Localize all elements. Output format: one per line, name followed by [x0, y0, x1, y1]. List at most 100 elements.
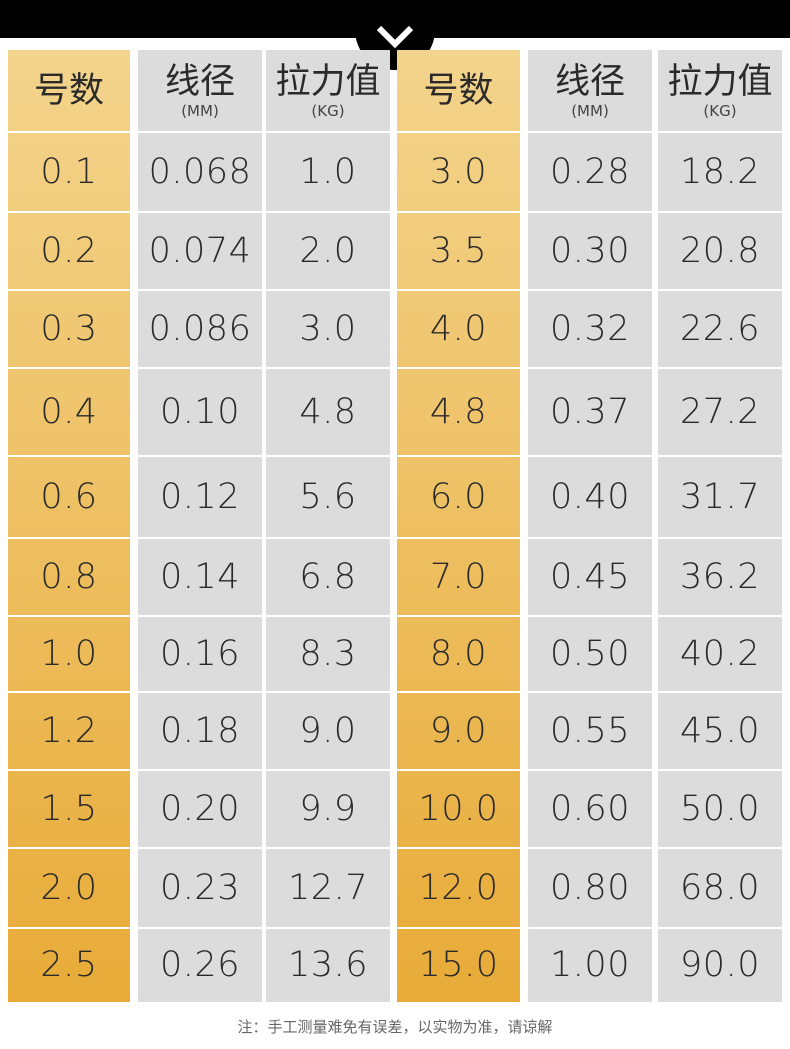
table-cell: 0.18 — [160, 711, 240, 751]
row-separator — [8, 769, 782, 771]
table-cell: 0.30 — [550, 231, 630, 271]
header-title: 线径 — [164, 62, 235, 102]
table-cell: 0.80 — [550, 868, 630, 908]
table-cell: 40.2 — [680, 634, 760, 674]
table-cell: 8.0 — [429, 634, 488, 674]
table-cell: 9.0 — [299, 711, 357, 751]
table-cell: 6.8 — [299, 557, 357, 597]
row-separator — [8, 367, 782, 369]
table-cell: 3.0 — [429, 152, 488, 192]
row-separator — [8, 455, 782, 457]
table-cell: 50.0 — [680, 789, 760, 829]
column-bg — [138, 50, 262, 1002]
table-cell: 12.7 — [288, 868, 368, 908]
header-title: 线径 — [554, 62, 625, 102]
header-unit: (KG) — [703, 102, 737, 120]
row-separator — [8, 131, 782, 133]
table-cell: 0.4 — [40, 392, 98, 432]
table-cell: 0.14 — [160, 557, 240, 597]
table-cell: 0.074 — [148, 231, 252, 271]
table-cell: 0.28 — [550, 152, 630, 192]
table-cell: 13.6 — [288, 945, 368, 985]
table-cell: 3.5 — [429, 231, 488, 271]
table-cell: 0.20 — [160, 789, 240, 829]
table-cell: 0.16 — [160, 634, 240, 674]
header-cell: 号数 — [397, 50, 520, 132]
table-cell: 0.3 — [40, 309, 98, 349]
table-cell: 22.6 — [680, 309, 760, 349]
table-cell: 10.0 — [418, 789, 499, 829]
table-cell: 3.0 — [299, 309, 357, 349]
table-cell: 8.3 — [299, 634, 357, 674]
row-separator — [8, 847, 782, 849]
table-cell: 0.26 — [160, 945, 240, 985]
table-cell: 1.5 — [40, 789, 98, 829]
header-title: 号数 — [33, 71, 104, 111]
table-cell: 0.068 — [148, 152, 252, 192]
table-cell: 18.2 — [680, 152, 760, 192]
header-title: 拉力值 — [667, 62, 773, 102]
table-cell: 0.8 — [40, 557, 98, 597]
header-title: 拉力值 — [275, 62, 381, 102]
header-cell: 线径 (MM) — [138, 50, 262, 132]
header-unit: (KG) — [311, 102, 345, 120]
row-separator — [8, 211, 782, 213]
column-bg — [8, 50, 130, 1002]
table-cell: 0.6 — [40, 477, 98, 517]
table-cell: 4.0 — [429, 309, 488, 349]
table-cell: 45.0 — [680, 711, 760, 751]
table-cell: 68.0 — [680, 868, 760, 908]
table-cell: 0.55 — [550, 711, 630, 751]
table-cell: 90.0 — [680, 945, 760, 985]
table-cell: 2.0 — [299, 231, 357, 271]
table-cell: 0.10 — [160, 392, 240, 432]
table-cell: 2.5 — [40, 945, 98, 985]
table-cell: 0.32 — [550, 309, 630, 349]
column-bg — [658, 50, 782, 1002]
table-cell: 1.0 — [299, 152, 357, 192]
column-bg — [397, 50, 520, 1002]
header-cell: 线径 (MM) — [528, 50, 652, 132]
table-cell: 12.0 — [418, 868, 499, 908]
table-cell: 5.6 — [299, 477, 357, 517]
table-cell: 0.40 — [550, 477, 630, 517]
table-cell: 7.0 — [429, 557, 488, 597]
column-bg — [266, 50, 390, 1002]
header-cell: 号数 — [8, 50, 130, 132]
table-cell: 0.2 — [40, 231, 98, 271]
row-separator — [8, 615, 782, 617]
row-separator — [8, 537, 782, 539]
column-bg — [528, 50, 652, 1002]
row-separator — [8, 927, 782, 929]
table-cell: 0.086 — [148, 309, 252, 349]
table-cell: 0.12 — [160, 477, 240, 517]
table-cell: 6.0 — [429, 477, 488, 517]
table-cell: 9.0 — [429, 711, 488, 751]
row-separator — [8, 691, 782, 693]
table-cell: 20.8 — [680, 231, 760, 271]
table-cell: 0.23 — [160, 868, 240, 908]
table-cell: 27.2 — [680, 392, 760, 432]
table-cell: 15.0 — [418, 945, 499, 985]
table-cell: 2.0 — [40, 868, 98, 908]
row-separator — [8, 289, 782, 291]
table-cell: 0.60 — [550, 789, 630, 829]
table-cell: 1.2 — [40, 711, 98, 751]
table-cell: 1.0 — [40, 634, 98, 674]
table-cell: 0.45 — [550, 557, 630, 597]
table-cell: 0.37 — [550, 392, 630, 432]
header-cell: 拉力值 (KG) — [266, 50, 390, 132]
header-cell: 拉力值 (KG) — [658, 50, 782, 132]
table-cell: 36.2 — [680, 557, 760, 597]
header-unit: (MM) — [181, 102, 219, 120]
header-unit: (MM) — [571, 102, 609, 120]
table-cell: 31.7 — [680, 477, 760, 517]
table-cell: 4.8 — [299, 392, 357, 432]
header-title: 号数 — [423, 71, 494, 111]
table-cell: 9.9 — [299, 789, 357, 829]
table-cell: 0.1 — [40, 152, 98, 192]
footnote: 注：手工测量难免有误差，以实物为准，请谅解 — [237, 1018, 553, 1036]
table-cell: 0.50 — [550, 634, 630, 674]
table-cell: 4.8 — [429, 392, 488, 432]
